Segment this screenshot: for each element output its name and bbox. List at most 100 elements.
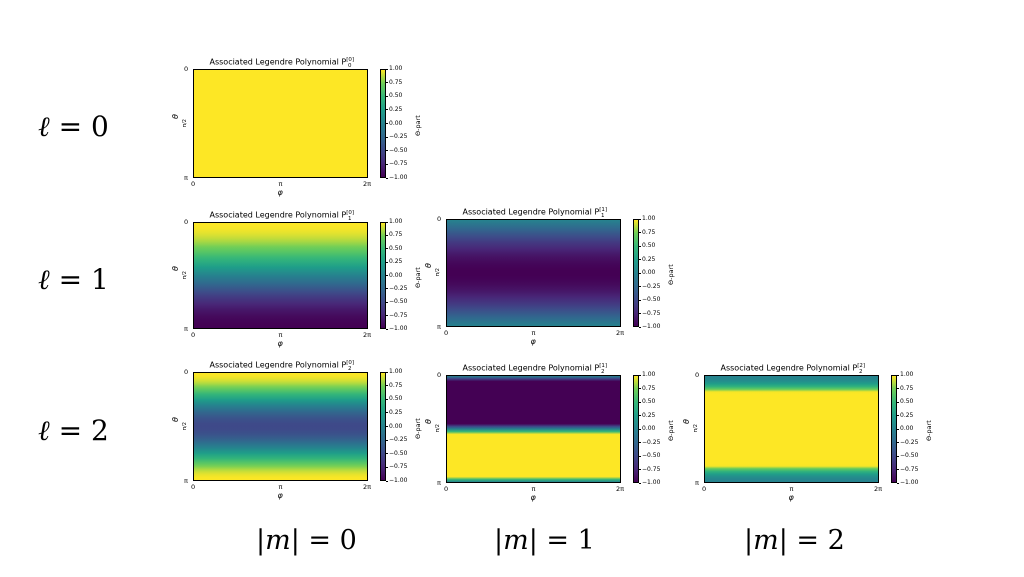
panel-title: Associated Legendre Polynomial P[0]1 (209, 210, 355, 223)
colorbar-tick-label: 0.00 (638, 425, 656, 432)
colorbar-tick-label: 0.75 (638, 384, 656, 392)
colorbar (380, 222, 386, 329)
colorbar-tick-label: −1.00 (385, 174, 408, 181)
heatmap-image (446, 375, 621, 483)
x-tick-label: 2π (363, 180, 372, 188)
x-axis-label: φ (788, 493, 794, 502)
x-tick-label: 0 (444, 329, 449, 337)
colorbar-label: Θ-part (667, 420, 675, 441)
colorbar-tick-label: −0.75 (638, 465, 661, 473)
colorbar-tick-label: −0.25 (385, 436, 408, 444)
y-tick-label: 0 (437, 371, 442, 379)
y-axis-label: θ (423, 263, 433, 268)
colorbar-tick-label: 0.75 (896, 384, 914, 392)
y-tick-label: 0 (184, 368, 189, 376)
colorbar (633, 219, 639, 327)
x-tick-label: 2π (874, 485, 883, 493)
colorbar-tick-label: 0.50 (638, 398, 656, 405)
colorbar-label: Θ-part (667, 264, 675, 285)
x-tick-label: 0 (702, 485, 707, 493)
x-tick-label: 2π (616, 329, 625, 337)
colorbar-tick-label: 0.75 (385, 231, 403, 239)
y-tick-label: 0 (184, 65, 189, 73)
x-tick-label: π (789, 485, 794, 493)
colorbar-tick-label: 0.25 (385, 105, 403, 113)
colorbar-tick-label: 1.00 (638, 215, 656, 222)
colorbar (380, 69, 386, 178)
colorbar (380, 372, 386, 481)
colorbar-tick-label: −0.75 (385, 160, 408, 168)
colorbar-tick-label: 0.25 (385, 408, 403, 416)
colorbar-tick-label: −0.50 (385, 449, 408, 457)
col-label-m1: |m| = 1 (494, 525, 595, 556)
colorbar-tick-label: −0.25 (638, 282, 661, 290)
colorbar-tick-label: 0.50 (896, 398, 914, 405)
colorbar-tick-label: −0.25 (385, 133, 408, 141)
x-tick-label: 0 (191, 331, 196, 339)
colorbar-tick-label: 0.50 (385, 92, 403, 100)
colorbar-tick-label: −0.75 (638, 309, 661, 317)
y-tick-label: π (184, 174, 188, 182)
colorbar-tick-label: −0.50 (638, 452, 661, 459)
colorbar-tick-label: −0.25 (896, 438, 919, 446)
colorbar-tick-label: 0.50 (385, 395, 403, 403)
panel-title: Associated Legendre Polynomial P[1]1 (462, 207, 608, 220)
heatmap-image (193, 222, 368, 329)
y-tick-label: 0 (184, 218, 189, 226)
y-axis-label: θ (170, 416, 180, 422)
row-label-l0: ℓ = 0 (38, 110, 109, 143)
x-tick-label: 0 (444, 485, 449, 493)
x-tick-label: π (531, 485, 536, 493)
panel-title: Associated Legendre Polynomial P[0]2 (209, 360, 355, 373)
colorbar-tick-label: 0.75 (385, 381, 403, 389)
heatmap-image (193, 372, 368, 481)
col-label-m0: |m| = 0 (256, 525, 357, 556)
colorbar-tick-label: 0.00 (385, 119, 403, 127)
colorbar-label: Θ-part (414, 266, 422, 288)
colorbar-tick-label: −1.00 (385, 477, 408, 484)
colorbar-label: Θ-part (414, 114, 422, 136)
colorbar-tick-label: 1.00 (385, 368, 403, 375)
x-tick-label: 0 (191, 180, 196, 188)
panel-title: Associated Legendre Polynomial P[2]2 (720, 363, 866, 376)
colorbar-tick-label: 0.25 (385, 258, 403, 266)
colorbar-tick-label: 0.00 (896, 425, 914, 432)
x-tick-label: 0 (191, 483, 196, 491)
colorbar-label: Θ-part (414, 417, 422, 439)
x-tick-label: π (278, 180, 283, 188)
y-tick-label: π (184, 325, 188, 333)
colorbar-tick-label: −0.50 (385, 298, 408, 306)
colorbar-tick-label: −1.00 (638, 479, 661, 486)
heatmap-image (446, 219, 621, 327)
x-tick-label: 2π (616, 485, 625, 493)
colorbar-tick-label: −1.00 (896, 479, 919, 486)
colorbar-tick-label: −0.75 (385, 311, 408, 319)
colorbar-tick-label: −0.25 (385, 284, 408, 292)
colorbar-tick-label: −0.50 (385, 146, 408, 154)
y-axis-label: θ (681, 419, 691, 424)
x-tick-label: 2π (363, 483, 372, 491)
x-axis-label: φ (277, 491, 283, 500)
col-label-m2: |m| = 2 (744, 525, 845, 556)
colorbar-tick-label: −0.75 (385, 463, 408, 471)
colorbar-tick-label: 1.00 (896, 371, 914, 378)
y-tick-label: π/2 (181, 118, 188, 127)
y-axis-label: θ (423, 419, 433, 424)
colorbar-tick-label: 0.00 (385, 422, 403, 430)
panel-title: Associated Legendre Polynomial P[1]2 (462, 363, 608, 376)
row-label-l1: ℓ = 1 (38, 263, 109, 296)
colorbar (633, 375, 639, 483)
colorbar-tick-label: 1.00 (638, 371, 656, 378)
colorbar-tick-label: −1.00 (638, 323, 661, 330)
x-axis-label: φ (530, 337, 536, 346)
x-tick-label: π (531, 329, 536, 337)
y-tick-label: π (437, 479, 441, 487)
x-axis-label: φ (277, 188, 283, 197)
y-tick-label: π/2 (434, 424, 441, 432)
row-label-l2: ℓ = 2 (38, 414, 109, 447)
colorbar-tick-label: 0.50 (638, 242, 656, 249)
y-tick-label: π (184, 477, 188, 485)
colorbar-tick-label: 0.00 (385, 271, 403, 279)
y-tick-label: 0 (695, 371, 700, 379)
colorbar-tick-label: 0.75 (638, 228, 656, 236)
